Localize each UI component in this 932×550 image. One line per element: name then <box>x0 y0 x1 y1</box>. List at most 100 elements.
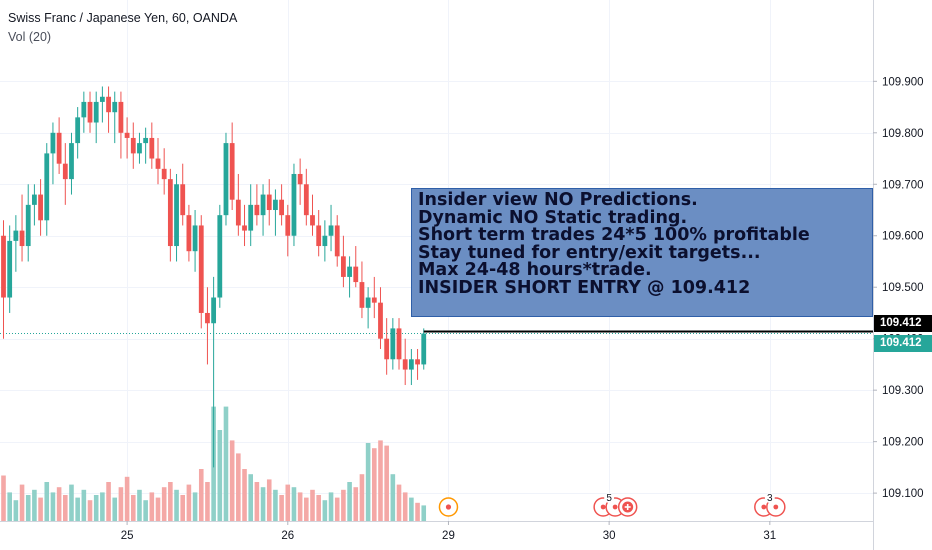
candle-body <box>25 204 31 247</box>
volume-bar <box>273 489 278 521</box>
symbol-title[interactable]: Swiss Franc / Japanese Yen, 60, OANDA <box>8 11 238 25</box>
volume-bar <box>75 497 80 521</box>
volume-bar <box>106 482 111 521</box>
volume-bar <box>353 487 359 521</box>
volume-bar <box>328 492 334 521</box>
volume-bar <box>149 492 155 521</box>
candle-body <box>408 359 414 370</box>
price-tick-label: 109.600 <box>882 231 924 243</box>
candle-body <box>167 179 173 247</box>
candle-body <box>186 215 192 252</box>
volume-bar <box>341 489 346 521</box>
volume-bar <box>7 492 12 521</box>
candle-body <box>44 153 50 221</box>
candle-body <box>371 297 377 303</box>
volume-bar <box>248 474 253 521</box>
candle-body <box>180 184 186 216</box>
candle-body <box>38 194 43 221</box>
candle-body <box>19 230 25 247</box>
candle-body <box>93 101 99 123</box>
news-dot-icon <box>773 504 779 510</box>
text-note-box[interactable]: Insider view NO Predictions. Dynamic NO … <box>411 188 873 317</box>
candle-body <box>347 266 352 277</box>
candle-body <box>260 194 266 216</box>
candle-body <box>384 338 390 360</box>
volume-bar <box>112 497 118 521</box>
volume-indicator-label[interactable]: Vol (20) <box>8 30 52 44</box>
candle-body <box>50 132 56 154</box>
volume-bar <box>50 492 56 521</box>
note-line-4: Stay tuned for entry/exit targets... <box>418 242 761 263</box>
price-tick-label: 109.200 <box>882 437 924 449</box>
candle-body <box>106 96 111 113</box>
volume-bar <box>56 487 62 521</box>
volume-bar <box>409 497 414 521</box>
candle-body <box>279 199 284 216</box>
candle-body <box>378 302 383 339</box>
candle-body <box>217 215 223 298</box>
volume-bar <box>25 495 31 521</box>
candle-body <box>198 225 204 313</box>
volume-bar <box>372 448 377 521</box>
candle-body <box>137 143 142 154</box>
time-tick-label: 30 <box>603 530 616 542</box>
volume-bar <box>118 487 124 521</box>
volume-bar <box>316 495 321 521</box>
volume-bar <box>396 484 402 521</box>
price-tick-label: 109.300 <box>882 385 924 397</box>
candle-body <box>81 101 87 118</box>
volume-bar <box>130 495 136 521</box>
volume-bar <box>69 484 74 521</box>
volume-bar <box>44 482 50 521</box>
volume-bar <box>198 469 204 521</box>
volume-bar <box>279 495 284 521</box>
volume-bar <box>322 500 328 521</box>
volume-bar <box>304 497 309 521</box>
volume-bar <box>174 489 179 521</box>
volume-bar <box>63 495 68 521</box>
volume-bar <box>1 475 6 521</box>
volume-bar <box>402 492 408 521</box>
news-count-label: 5 <box>606 493 612 504</box>
candle-body <box>118 101 124 133</box>
candle-body <box>229 143 235 200</box>
price-tick-label: 109.500 <box>882 282 924 294</box>
candle-body <box>143 137 149 144</box>
candle-body <box>32 194 37 205</box>
candle-body <box>291 173 297 236</box>
volume-bar <box>390 474 396 521</box>
candle-body <box>62 163 68 180</box>
volume-bar <box>205 482 210 521</box>
candle-body <box>402 359 408 370</box>
candle-body <box>334 225 340 257</box>
volume-bar <box>87 500 93 521</box>
candle-body <box>87 101 93 123</box>
volume-bar <box>124 476 130 521</box>
volume-bar <box>229 440 235 521</box>
volume-bar <box>180 495 186 521</box>
news-count-badge <box>764 493 775 503</box>
volume-bar <box>100 492 105 521</box>
candle-body <box>254 204 260 216</box>
earnings-dot-icon <box>445 504 452 510</box>
candle-body <box>316 225 322 247</box>
volume-bar <box>143 500 148 521</box>
volume-bar <box>285 484 291 521</box>
volume-bar <box>347 482 352 521</box>
time-tick-label: 26 <box>281 530 294 542</box>
candle-body <box>297 173 303 185</box>
candle-body <box>174 184 179 247</box>
volume-bar <box>236 453 241 521</box>
news-count-label: 3 <box>767 493 773 504</box>
candle-body <box>149 137 155 159</box>
volume-bar <box>223 406 229 521</box>
note-line-5: Max 24-48 hours*trade. <box>418 260 652 281</box>
candle-body <box>13 230 19 241</box>
candle-body <box>75 117 81 144</box>
volume-bar <box>384 445 389 521</box>
time-tick-label: 31 <box>763 530 776 542</box>
candle-body <box>310 215 315 226</box>
news-count-badge <box>604 493 615 503</box>
volume-bar <box>137 489 142 521</box>
volume-bar <box>415 502 420 521</box>
